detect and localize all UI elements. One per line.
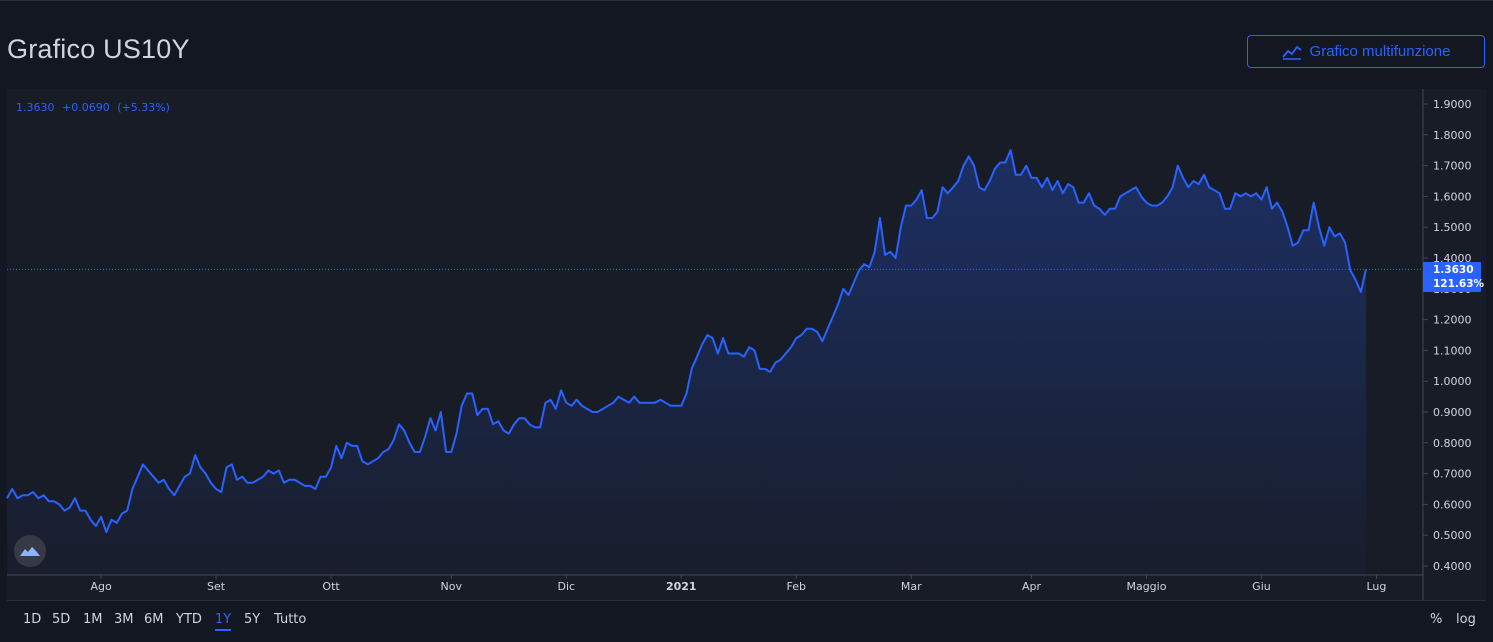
range-1d-button[interactable]: 1D: [23, 612, 42, 627]
range-1m-button[interactable]: 1M: [83, 612, 103, 627]
y-tick-label: 1.1000: [1433, 344, 1472, 357]
range-6m-button[interactable]: 6M: [144, 612, 164, 627]
advanced-chart-button[interactable]: Grafico multifunzione: [1247, 35, 1485, 68]
x-tick-label: Ott: [322, 580, 340, 593]
x-tick-label: Mar: [901, 580, 922, 593]
range-3m-button[interactable]: 3M: [114, 612, 134, 627]
x-tick-label: Feb: [787, 580, 806, 593]
log-scale-toggle[interactable]: log: [1456, 612, 1476, 627]
x-tick-label: Giu: [1252, 580, 1271, 593]
range-all-button[interactable]: Tutto: [274, 612, 307, 627]
badge-percent: 121.63%: [1433, 278, 1485, 290]
chart-line-icon: [1281, 45, 1302, 60]
y-tick-label: 0.6000: [1433, 498, 1472, 511]
y-tick-label: 0.5000: [1433, 529, 1472, 542]
percent-scale-toggle[interactable]: %: [1430, 612, 1443, 627]
price-line: [6, 149, 1367, 534]
y-tick-label: 0.4000: [1433, 560, 1472, 573]
y-tick-label: 1.8000: [1433, 129, 1472, 142]
range-5y-button[interactable]: 5Y: [244, 612, 261, 627]
y-tick-label: 0.8000: [1433, 437, 1472, 450]
price-chart[interactable]: 0.4000 0.5000 0.6000 0.7000 0.8000 0.9000 1.00…: [0, 0, 1493, 600]
y-tick-label: 1.5000: [1433, 221, 1472, 234]
x-tick-label: Nov: [441, 580, 463, 593]
price-area: [7, 150, 1366, 575]
legend-change: +0.0690: [62, 101, 110, 114]
x-tick-label: 2021: [666, 580, 697, 593]
top-border: [0, 0, 1493, 1]
legend-change-pct: (+5.33%): [117, 101, 170, 114]
x-tick-label: Apr: [1022, 580, 1042, 593]
legend-value: 1.3630: [16, 101, 55, 114]
x-tick-label: Lug: [1367, 580, 1387, 593]
y-tick-label: 1.4000: [1433, 252, 1472, 265]
page-title: Grafico US10Y: [7, 34, 190, 64]
price-legend: 1.3630 +0.0690 (+5.33%): [16, 101, 174, 114]
y-tick-label: 0.9000: [1433, 406, 1472, 419]
y-tick-label: 1.7000: [1433, 160, 1472, 173]
x-tick-label: Ago: [90, 580, 112, 593]
advanced-chart-button-label: Grafico multifunzione: [1309, 43, 1451, 60]
range-ytd-button[interactable]: YTD: [176, 612, 202, 627]
x-tick-label: Set: [207, 580, 226, 593]
y-tick-label: 1.9000: [1433, 98, 1472, 111]
last-price-badge: 1.3630 121.63%: [1423, 262, 1485, 292]
y-tick-label: 0.7000: [1433, 468, 1472, 481]
range-1y-button[interactable]: 1Y: [215, 612, 232, 631]
tradingview-logo-icon[interactable]: [14, 535, 46, 567]
y-tick-label: 1.2000: [1433, 314, 1472, 327]
x-tick-label: Dic: [557, 580, 575, 593]
range-5d-button[interactable]: 5D: [52, 612, 71, 627]
range-toolbar: 1D 5D 1M 3M 6M YTD 1Y 5Y Tutto % log: [7, 600, 1486, 641]
badge-price: 1.3630: [1433, 264, 1474, 276]
x-tick-label: Maggio: [1126, 580, 1166, 593]
y-tick-label: 1.0000: [1433, 375, 1472, 388]
y-tick-label: 1.6000: [1433, 190, 1472, 203]
